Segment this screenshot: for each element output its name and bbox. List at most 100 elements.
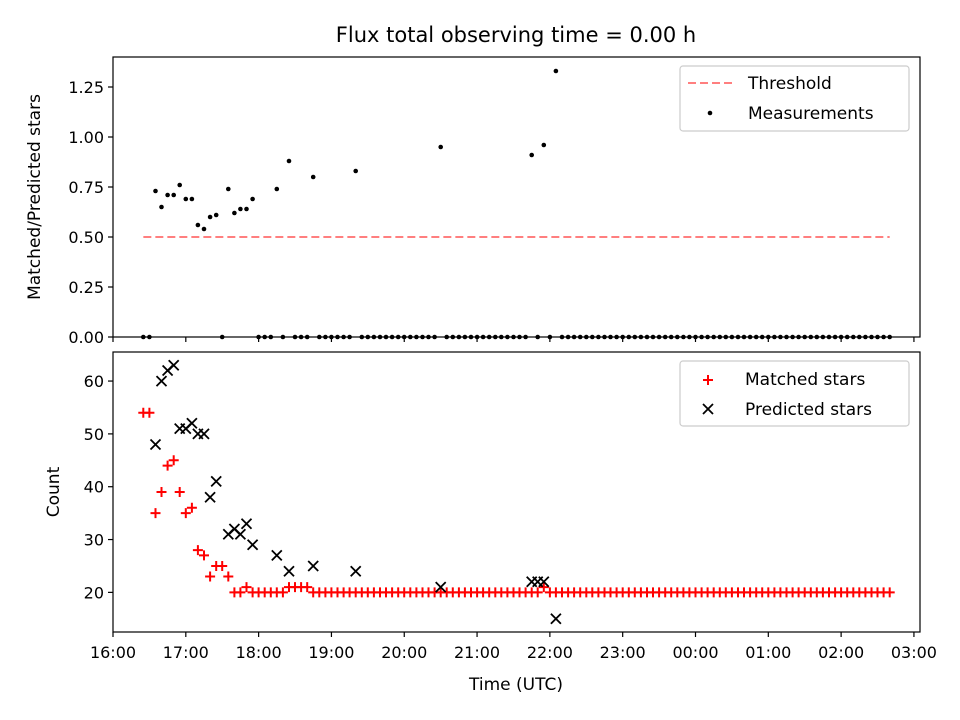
top-ytick-label-1: 0.25 — [68, 278, 104, 297]
top-ytick-label-0: 0.00 — [68, 328, 104, 347]
bottom-plot-frame — [112, 351, 921, 633]
predicted-star-point-19 — [350, 565, 362, 577]
bottom-legend-box — [679, 360, 910, 427]
legend-matched-swatch — [703, 375, 713, 385]
bottom-xtick-label-1: 17:00 — [163, 643, 209, 662]
matched-star-point-2 — [150, 508, 161, 519]
measurement-point-3 — [159, 204, 164, 210]
legend-measurements-swatch — [707, 110, 713, 116]
top-ylabel: Matched/Predicted stars — [25, 94, 45, 300]
measurement-point-66 — [541, 142, 547, 148]
predicted-star-point-9 — [204, 491, 216, 503]
legend-matched-label: Matched stars — [745, 370, 865, 390]
bottom-ytick-label-0: 20 — [84, 583, 104, 602]
bottom-xtick-label-8: 00:00 — [672, 643, 718, 662]
legend-measurements-label: Measurements — [748, 104, 874, 124]
matched-star-point-14 — [223, 571, 234, 582]
predicted-star-point-23 — [538, 576, 550, 588]
measurement-point-4 — [165, 192, 170, 198]
measurement-point-7 — [183, 196, 189, 202]
bottom-xtick-label-10: 02:00 — [818, 643, 864, 662]
predicted-star-point-15 — [246, 539, 259, 551]
predicted-star-point-24 — [550, 613, 562, 625]
predicted-star-point-20 — [435, 581, 447, 593]
bottom-ytick-label-3: 50 — [84, 425, 104, 444]
predicted-star-point-10 — [210, 475, 222, 488]
matched-star-point-8 — [186, 502, 197, 513]
bottom-xtick-label-2: 18:00 — [236, 643, 282, 662]
predicted-star-point-14 — [240, 518, 253, 530]
measurement-point-28 — [310, 174, 316, 180]
predicted-star-point-3 — [168, 359, 180, 371]
measurement-point-9 — [195, 222, 201, 228]
measurement-point-22 — [274, 186, 280, 192]
top-panel: 0.00 0.25 0.50 0.75 1.00 1.25 Matched/Predict… — [25, 56, 921, 347]
predicted-star-point-16 — [271, 549, 283, 562]
measurement-point-17 — [244, 206, 249, 212]
measurement-point-8 — [189, 196, 195, 202]
measurement-point-49 — [438, 144, 444, 150]
matched-star-point-1 — [144, 407, 155, 418]
measurement-point-12 — [213, 212, 219, 218]
chart-title: Flux total observing time = 0.00 h — [336, 23, 696, 47]
matched-star-point-9 — [192, 545, 203, 556]
predicted-star-point-8 — [198, 428, 210, 440]
top-ytick-label-5: 1.25 — [68, 78, 104, 97]
measurement-point-14 — [226, 186, 231, 192]
measurement-point-64 — [529, 152, 534, 158]
measurement-point-16 — [238, 206, 243, 212]
top-legend: Threshold Measurements — [679, 65, 910, 132]
bottom-legend: Matched stars Predicted stars — [679, 360, 910, 427]
measurement-point-15 — [232, 210, 237, 216]
bottom-xlabel: Time (UTC) — [468, 675, 563, 695]
measurement-point-68 — [553, 68, 559, 74]
predicted-star-point-0 — [149, 438, 162, 451]
measurement-point-10 — [201, 226, 207, 232]
measurement-point-18 — [250, 196, 255, 202]
top-ytick-label-2: 0.50 — [68, 228, 104, 247]
top-ytick-label-3: 0.75 — [68, 178, 104, 197]
matched-star-point-10 — [199, 550, 209, 561]
matched-star-point-27 — [302, 582, 313, 593]
bottom-xtick-label-5: 21:00 — [454, 643, 500, 662]
matched-star-point-3 — [156, 487, 167, 497]
bottom-xtick-label-11: 03:00 — [891, 643, 937, 662]
legend-predicted-swatch — [702, 403, 714, 415]
measurement-point-5 — [171, 192, 176, 198]
top-plot-frame — [112, 56, 921, 338]
measurement-point-2 — [153, 188, 158, 194]
bottom-panel: 20 30 40 50 60 16:00 17:00 18:00 19:00 20:00 21:0… — [44, 351, 937, 695]
legend-threshold-label: Threshold — [747, 74, 832, 94]
matched-star-point-23 — [277, 587, 288, 598]
predicted-star-point-18 — [307, 560, 319, 572]
matched-star-point-66 — [538, 582, 549, 593]
matched-star-point-123 — [884, 587, 895, 598]
matched-star-point-17 — [241, 582, 252, 593]
bottom-xtick-label-4: 20:00 — [381, 643, 427, 662]
legend-predicted-label: Predicted stars — [745, 400, 872, 420]
predicted-star-point-6 — [186, 417, 198, 429]
measurement-point-35 — [353, 168, 359, 174]
top-legend-box — [679, 65, 910, 132]
measurement-point-24 — [286, 158, 292, 164]
predicted-star-point-17 — [283, 565, 295, 577]
bottom-ytick-label-1: 30 — [84, 531, 104, 550]
predicted-star-point-1 — [155, 375, 168, 387]
bottom-ytick-label-4: 60 — [84, 372, 104, 391]
bottom-xtick-label-0: 16:00 — [90, 643, 136, 662]
bottom-ytick-label-2: 40 — [84, 478, 104, 497]
matched-star-point-5 — [168, 455, 179, 466]
bottom-xtick-label-9: 01:00 — [745, 643, 791, 662]
bottom-xtick-label-3: 19:00 — [308, 643, 354, 662]
matched-star-point-4 — [162, 460, 173, 471]
predicted-star-point-13 — [234, 528, 247, 540]
matched-star-point-6 — [174, 487, 185, 497]
matched-star-point-11 — [205, 571, 216, 582]
matched-star-point-65 — [532, 587, 543, 598]
matched-star-point-13 — [217, 561, 228, 571]
measurement-point-6 — [177, 182, 182, 188]
top-ytick-label-4: 1.00 — [68, 128, 104, 147]
bottom-ylabel: Count — [44, 466, 64, 517]
bottom-xtick-label-7: 23:00 — [600, 643, 646, 662]
